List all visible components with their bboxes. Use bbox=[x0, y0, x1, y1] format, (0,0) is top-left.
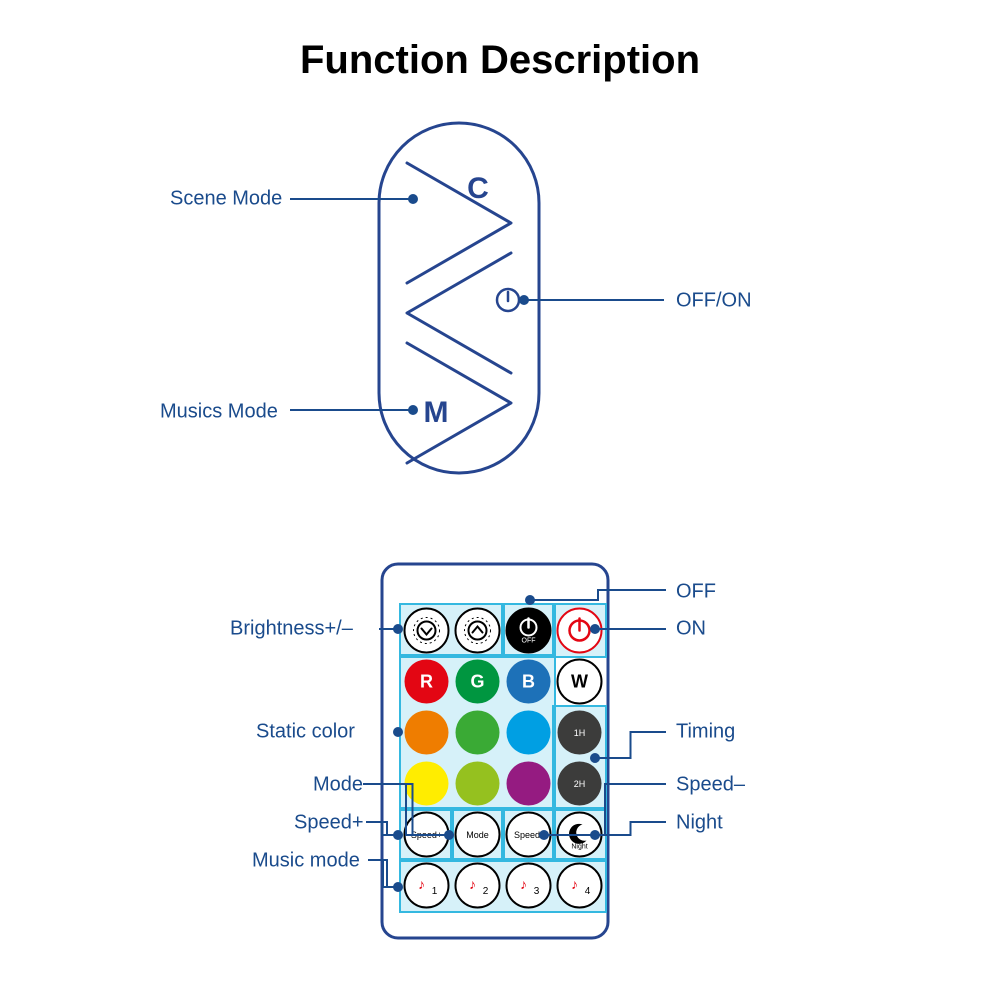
svg-text:4: 4 bbox=[585, 886, 591, 897]
svg-text:OFF/ON: OFF/ON bbox=[676, 289, 752, 311]
svg-text:OFF: OFF bbox=[522, 637, 536, 644]
diagram-svg: C M Scene Mode Musics Mode OFF/ON OFF R G B W 1H 2H… bbox=[0, 0, 1000, 1000]
svg-text:Mode: Mode bbox=[466, 830, 489, 840]
svg-text:M: M bbox=[424, 396, 449, 429]
svg-text:Music mode: Music mode bbox=[252, 849, 360, 871]
svg-text:G: G bbox=[470, 671, 484, 691]
svg-text:OFF: OFF bbox=[676, 580, 716, 602]
svg-text:Static color: Static color bbox=[256, 720, 355, 742]
svg-text:W: W bbox=[571, 671, 588, 691]
svg-text:ON: ON bbox=[676, 617, 706, 639]
svg-text:Mode: Mode bbox=[313, 773, 363, 795]
svg-text:B: B bbox=[522, 671, 535, 691]
diagram-canvas: Function Description CMScene ModeMusics … bbox=[0, 0, 1000, 1000]
svg-text:Night: Night bbox=[676, 811, 723, 833]
svg-text:Night: Night bbox=[571, 843, 587, 850]
svg-text:♪: ♪ bbox=[520, 876, 527, 892]
svg-text:♪: ♪ bbox=[571, 876, 578, 892]
svg-text:♪: ♪ bbox=[469, 876, 476, 892]
svg-text:2: 2 bbox=[483, 886, 489, 897]
svg-text:2H: 2H bbox=[574, 779, 586, 789]
svg-text:Scene Mode: Scene Mode bbox=[170, 187, 282, 209]
svg-text:Speed–: Speed– bbox=[676, 773, 746, 795]
svg-text:1H: 1H bbox=[574, 728, 586, 738]
svg-text:Musics Mode: Musics Mode bbox=[160, 400, 278, 422]
svg-text:3: 3 bbox=[534, 886, 540, 897]
svg-text:Timing: Timing bbox=[676, 720, 735, 742]
svg-text:R: R bbox=[420, 671, 433, 691]
svg-text:Brightness+/–: Brightness+/– bbox=[230, 617, 354, 639]
svg-text:Speed+: Speed+ bbox=[294, 811, 364, 833]
svg-text:Speed-: Speed- bbox=[514, 830, 543, 840]
svg-text:♪: ♪ bbox=[418, 876, 425, 892]
svg-text:C: C bbox=[467, 172, 489, 205]
svg-text:1: 1 bbox=[432, 886, 438, 897]
